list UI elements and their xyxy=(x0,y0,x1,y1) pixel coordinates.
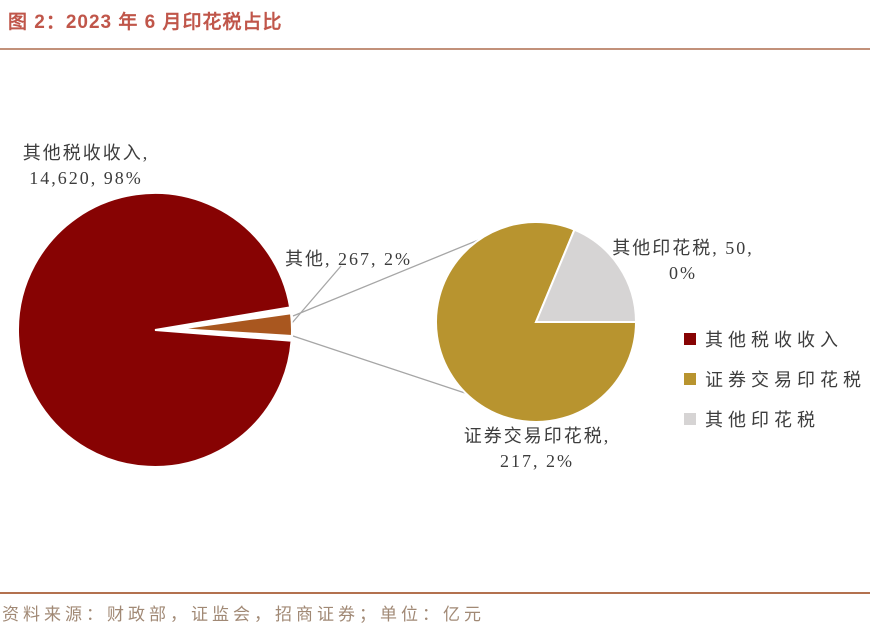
label-other-tax-revenue: 其他税收收入, 14,620, 98% xyxy=(0,141,172,191)
legend-item-securities-stamp-tax: 证券交易印花税 xyxy=(684,366,866,392)
title-divider-line xyxy=(0,48,870,50)
legend-swatch-light-gray xyxy=(684,413,696,425)
label-securities-stamp-tax-line1: 证券交易印花税, xyxy=(463,426,611,446)
label-securities-stamp-tax-line2: 217, 2% xyxy=(500,451,574,471)
leader-line-other-label xyxy=(291,265,342,324)
secondary-pie-slice-other-stamp-tax xyxy=(534,228,638,323)
legend-label: 其他税收收入 xyxy=(705,330,843,350)
legend-item-other-stamp-tax: 其他印花税 xyxy=(684,406,866,432)
label-other-stamp-tax-line2: 0% xyxy=(669,263,697,283)
legend-label: 证券交易印花税 xyxy=(705,370,866,390)
legend-swatch-dark-red xyxy=(684,333,696,345)
footer-divider-line xyxy=(0,592,870,594)
label-other-tax-revenue-line1: 其他税收收入, xyxy=(22,143,150,163)
main-pie-slice-other-combined xyxy=(177,312,294,338)
legend-item-other-tax-revenue: 其他税收收入 xyxy=(684,326,866,352)
label-other-tax-revenue-line2: 14,620, 98% xyxy=(29,168,143,188)
label-securities-stamp-tax: 证券交易印花税, 217, 2% xyxy=(441,424,633,474)
chart-legend: 其他税收收入 证券交易印花税 其他印花税 xyxy=(684,326,866,432)
source-note: 资料来源：财政部，证监会，招商证券；单位：亿元 xyxy=(2,605,485,624)
label-other-stamp-tax: 其他印花税, 50, 0% xyxy=(592,236,774,286)
label-other-combined: 其他, 267, 2% xyxy=(285,249,412,269)
legend-swatch-gold xyxy=(684,373,696,385)
figure-title: 图 2：2023 年 6 月印花税占比 xyxy=(8,12,283,33)
legend-label: 其他印花税 xyxy=(705,410,820,430)
label-other-stamp-tax-line1: 其他印花税, 50, xyxy=(612,238,754,258)
series-line-bottom xyxy=(292,335,481,399)
main-pie-slice-other-tax-revenue xyxy=(16,191,293,468)
